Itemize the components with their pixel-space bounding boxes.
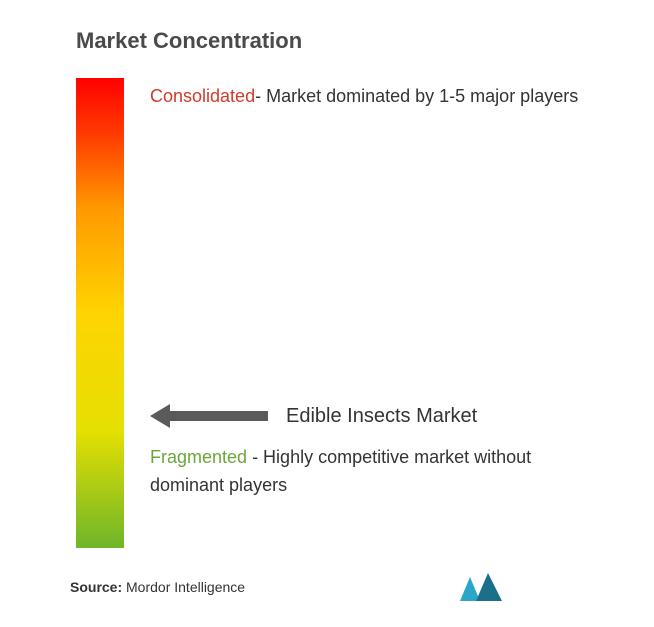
source-prefix: Source: (70, 579, 126, 595)
arrow-left-icon (150, 404, 270, 428)
concentration-gradient-bar (76, 78, 124, 548)
page-title: Market Concentration (76, 28, 614, 54)
mordor-logo-icon (458, 571, 504, 603)
consolidated-text: - Market dominated by 1-5 major players (255, 86, 578, 106)
concentration-chart: Consolidated- Market dominated by 1-5 ma… (76, 78, 614, 548)
source-name: Mordor Intelligence (126, 579, 245, 595)
market-pointer-row: Edible Insects Market (150, 404, 477, 428)
market-name-label: Edible Insects Market (286, 405, 477, 428)
consolidated-keyword: Consolidated (150, 86, 255, 106)
consolidated-label: Consolidated- Market dominated by 1-5 ma… (150, 84, 604, 108)
chart-labels-column: Consolidated- Market dominated by 1-5 ma… (124, 78, 614, 548)
source-footer: Source: Mordor Intelligence (70, 579, 245, 595)
fragmented-label: Fragmented - Highly competitive market w… (150, 444, 604, 500)
fragmented-keyword: Fragmented (150, 447, 247, 467)
